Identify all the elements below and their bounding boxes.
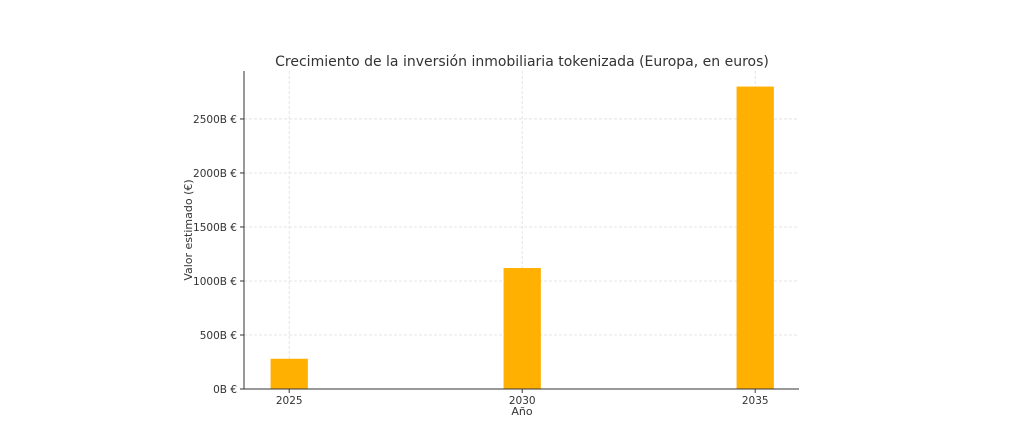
y-tick-label: 2500B € — [193, 114, 237, 126]
chart-title: Crecimiento de la inversión inmobiliaria… — [275, 54, 769, 70]
y-axis-label: Valor estimado (€) — [182, 179, 195, 280]
y-tick-label: 500B € — [200, 330, 237, 342]
y-tick-label: 1000B € — [193, 276, 237, 288]
x-tick-label: 2025 — [276, 395, 303, 407]
bars — [270, 86, 774, 389]
x-axis-label: Año — [511, 405, 532, 418]
y-tick-label: 0B € — [213, 384, 237, 396]
y-ticks: 0B € 500B € 1000B € 1500B € 2000B € 2500B € — [193, 114, 244, 396]
x-ticks: 2025 2030 2035 — [276, 389, 769, 407]
x-tick-label: 2030 — [509, 395, 536, 407]
bar-2030 — [503, 268, 541, 389]
bar-2035 — [736, 86, 774, 389]
y-tick-label: 2000B € — [193, 168, 237, 180]
bar-2025 — [270, 358, 308, 389]
y-tick-label: 1500B € — [193, 222, 237, 234]
x-tick-label: 2035 — [742, 395, 769, 407]
